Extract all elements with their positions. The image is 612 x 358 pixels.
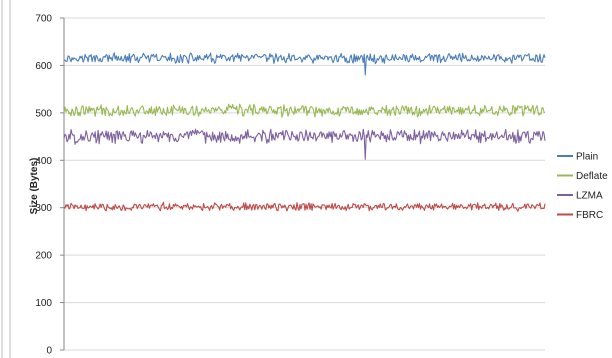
y-tick-label: 700 (35, 14, 52, 25)
series-line-lzma (63, 128, 546, 160)
y-tick-label: 100 (35, 298, 52, 309)
y-axis-label: Size (Bytes) (29, 158, 40, 215)
y-tick-label: 400 (35, 156, 52, 167)
series-line-fbrc (63, 201, 546, 212)
legend-label-deflate: Deflate (576, 171, 608, 182)
y-tick-label: 200 (35, 251, 52, 262)
series-lines (63, 52, 546, 212)
y-tick-label: 500 (35, 108, 52, 119)
legend-label-plain: Plain (576, 152, 598, 163)
legend: Plain Deflate LZMA FBRC (557, 152, 608, 221)
series-line-plain (63, 52, 546, 76)
series-line-deflate (63, 103, 546, 118)
y-tick-label: 600 (35, 61, 52, 72)
y-tick-label: 300 (35, 203, 52, 214)
y-tick-label: 0 (46, 346, 52, 357)
gridlines (64, 17, 545, 351)
legend-label-lzma: LZMA (576, 191, 603, 202)
legend-label-fbrc: FBRC (576, 210, 603, 221)
y-axis-ticks: 0 100 200 300 400 500 600 700 (35, 14, 64, 357)
